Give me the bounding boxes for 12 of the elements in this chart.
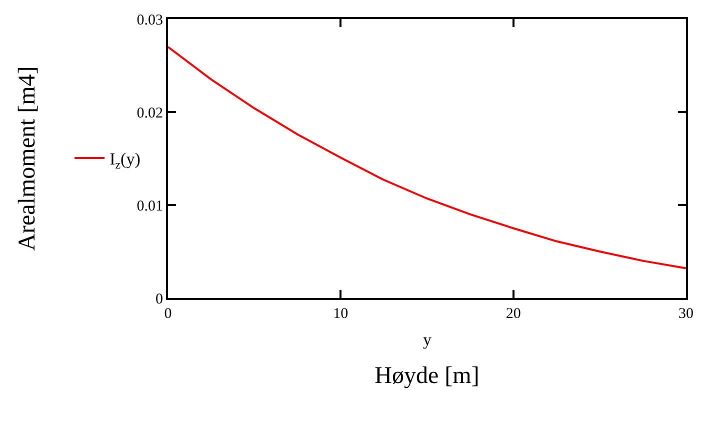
x-tick-label: 30 xyxy=(678,306,694,322)
x-tick-label: 20 xyxy=(506,306,521,322)
y-axis-title: Arealmoment [m4] xyxy=(14,66,40,251)
y-tick-label: 0.03 xyxy=(136,12,163,28)
line-series xyxy=(168,46,686,270)
x-tick-label: 10 xyxy=(333,306,348,322)
x-axis-title: Høyde [m] xyxy=(374,362,480,389)
text: y xyxy=(423,330,432,349)
y-tick-label: 0 xyxy=(156,291,163,308)
legend-label: I$_{z}$(y) xyxy=(110,150,140,172)
y-tick-label: 0.02 xyxy=(136,105,163,122)
y-tick-label: 0.01 xyxy=(136,198,163,214)
